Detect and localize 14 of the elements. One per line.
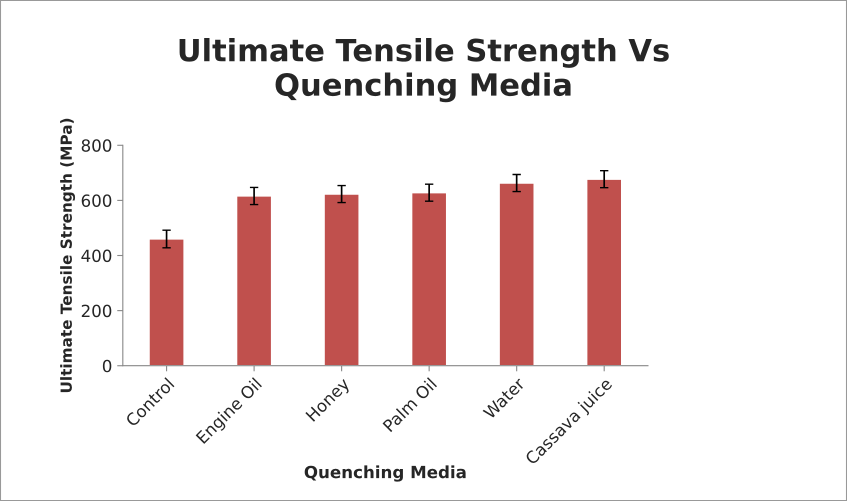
y-axis-title: Ultimate Tensile Strength (MPa) bbox=[60, 118, 76, 392]
x-axis-title: Quenching Media bbox=[304, 465, 466, 482]
bar bbox=[586, 178, 622, 366]
bar bbox=[410, 192, 448, 366]
y-tick-label: 800 bbox=[82, 139, 112, 152]
y-tick-label: 600 bbox=[82, 194, 112, 207]
y-tick-label: 0 bbox=[102, 360, 112, 372]
chart-title: Ultimate Tensile Strength Vs Quenching Media bbox=[180, 38, 669, 102]
bar bbox=[236, 195, 272, 366]
bar bbox=[498, 182, 535, 366]
y-tick-label: 200 bbox=[82, 304, 112, 318]
bar bbox=[148, 238, 185, 366]
y-tick-label: 400 bbox=[81, 249, 112, 262]
bar bbox=[323, 193, 360, 366]
